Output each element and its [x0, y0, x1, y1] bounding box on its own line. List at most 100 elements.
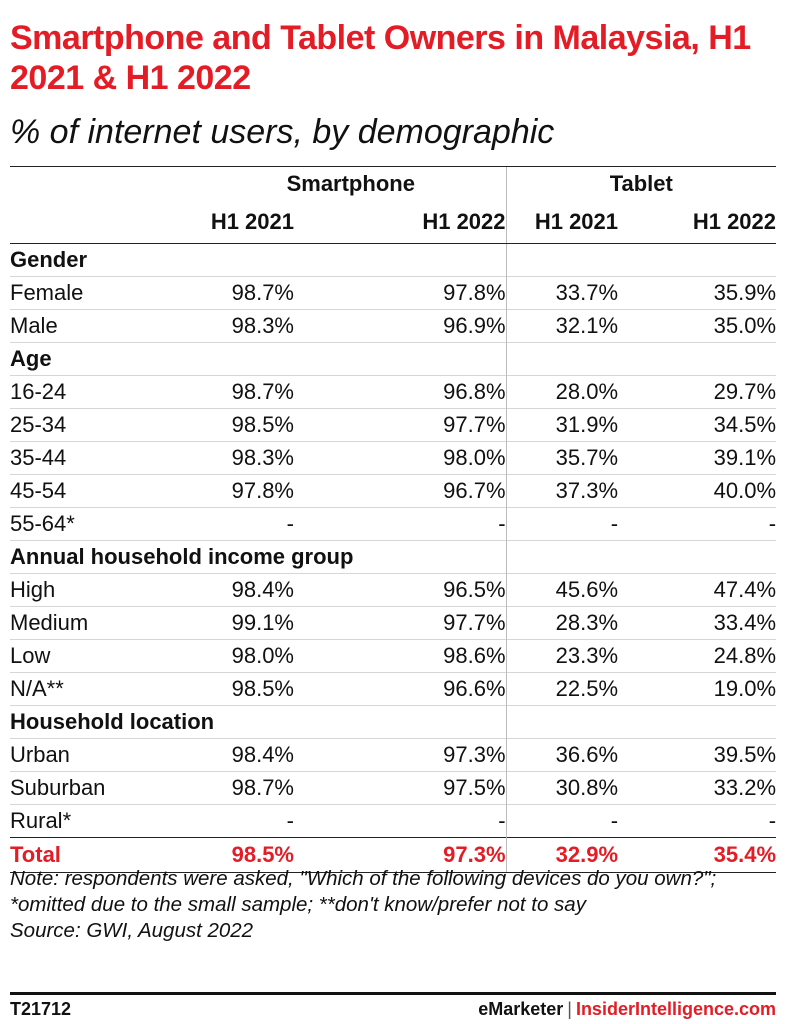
data-cell: 98.7% — [196, 276, 294, 310]
row-label: 16-24 — [10, 375, 196, 409]
data-cell: 97.8% — [196, 474, 294, 508]
row-label: High — [10, 573, 196, 607]
row-label: N/A** — [10, 672, 196, 706]
section-header-row: Annual household income group — [10, 540, 777, 574]
table-row: Suburban 98.7% 97.5% 30.8% 33.2% — [10, 771, 777, 805]
footer-rule — [10, 992, 776, 995]
section-header-row: Gender — [10, 243, 777, 277]
brand-credit: eMarketer | InsiderIntelligence.com — [478, 998, 776, 1020]
table-row: Male 98.3% 96.9% 32.1% 35.0% — [10, 309, 777, 343]
chart-subtitle: % of internet users, by demographic — [10, 113, 555, 151]
data-cell: 98.7% — [196, 771, 294, 805]
data-cell: 30.8% — [505, 771, 619, 805]
row-label: 25-34 — [10, 408, 196, 442]
data-cell: 97.7% — [294, 606, 507, 640]
data-cell: 96.6% — [294, 672, 507, 706]
data-cell: 28.3% — [505, 606, 619, 640]
total-cell: 35.4% — [618, 837, 777, 873]
data-cell: 24.8% — [618, 639, 777, 673]
data-cell: 23.3% — [505, 639, 619, 673]
data-cell: - — [505, 804, 619, 838]
data-cell: 37.3% — [505, 474, 619, 508]
total-row: Total 98.5% 97.3% 32.9% 35.4% — [10, 837, 777, 873]
row-label: Urban — [10, 738, 196, 772]
brand-separator: | — [567, 999, 572, 1019]
section-label: Gender — [10, 243, 507, 277]
section-label: Age — [10, 342, 507, 376]
data-cell: - — [196, 507, 294, 541]
top-rule — [10, 166, 776, 167]
table-row: N/A** 98.5% 96.6% 22.5% 19.0% — [10, 672, 777, 706]
data-cell: 19.0% — [618, 672, 777, 706]
section-label: Annual household income group — [10, 540, 507, 574]
data-cell: 98.6% — [294, 639, 507, 673]
data-cell: 34.5% — [618, 408, 777, 442]
data-cell: 33.4% — [618, 606, 777, 640]
table-row: 25-34 98.5% 97.7% 31.9% 34.5% — [10, 408, 777, 442]
data-cell: 97.5% — [294, 771, 507, 805]
data-cell: 28.0% — [505, 375, 619, 409]
data-table-body: Smartphone Tablet H1 2021 H1 2022 H1 202… — [10, 167, 777, 873]
table-row: 55-64* - - - - — [10, 507, 777, 541]
footnote: Note: respondents were asked, "Which of … — [10, 866, 776, 944]
data-cell: - — [505, 507, 619, 541]
data-cell: 98.0% — [196, 639, 294, 673]
data-cell: 39.5% — [618, 738, 777, 772]
data-cell: 98.4% — [196, 573, 294, 607]
chart-title: Smartphone and Tablet Owners in Malaysia… — [10, 19, 751, 97]
data-cell: 98.4% — [196, 738, 294, 772]
row-label: Suburban — [10, 771, 196, 805]
data-cell: 98.7% — [196, 375, 294, 409]
data-cell: 35.0% — [618, 309, 777, 343]
data-cell: 36.6% — [505, 738, 619, 772]
table-row: Rural* - - - - — [10, 804, 777, 838]
section-spacer — [505, 540, 777, 574]
total-cell: 98.5% — [196, 837, 294, 873]
section-header-row: Household location — [10, 705, 777, 739]
data-cell: 97.7% — [294, 408, 507, 442]
row-label: Medium — [10, 606, 196, 640]
section-spacer — [505, 342, 777, 376]
header-blank — [10, 167, 196, 201]
data-cell: 33.7% — [505, 276, 619, 310]
total-cell: 97.3% — [294, 837, 507, 873]
brand-insiderintelligence: InsiderIntelligence.com — [575, 999, 776, 1019]
data-cell: 35.9% — [618, 276, 777, 310]
header-blank — [10, 201, 196, 244]
data-cell: 33.2% — [618, 771, 777, 805]
row-label: Low — [10, 639, 196, 673]
group-header-tablet: Tablet — [505, 167, 777, 201]
total-cell: 32.9% — [505, 837, 619, 873]
data-cell: 39.1% — [618, 441, 777, 475]
column-group-header-row: Smartphone Tablet — [10, 167, 777, 201]
data-cell: 29.7% — [618, 375, 777, 409]
section-spacer — [505, 705, 777, 739]
data-table: Smartphone Tablet H1 2021 H1 2022 H1 202… — [10, 167, 777, 873]
row-label: Male — [10, 309, 196, 343]
note-text: Note: respondents were asked, "Which of … — [10, 867, 717, 916]
data-cell: 98.5% — [196, 672, 294, 706]
data-cell: 32.1% — [505, 309, 619, 343]
total-label: Total — [10, 837, 196, 873]
table-row: Medium 99.1% 97.7% 28.3% 33.4% — [10, 606, 777, 640]
column-header-row: H1 2021 H1 2022 H1 2021 H1 2022 — [10, 201, 777, 244]
data-cell: 96.7% — [294, 474, 507, 508]
data-cell: 97.3% — [294, 738, 507, 772]
row-label: 35-44 — [10, 441, 196, 475]
section-label: Household location — [10, 705, 507, 739]
data-cell: 97.8% — [294, 276, 507, 310]
data-cell: - — [196, 804, 294, 838]
data-cell: 98.0% — [294, 441, 507, 475]
data-cell: 40.0% — [618, 474, 777, 508]
table-row: 35-44 98.3% 98.0% 35.7% 39.1% — [10, 441, 777, 475]
table-row: Low 98.0% 98.6% 23.3% 24.8% — [10, 639, 777, 673]
data-cell: - — [294, 507, 507, 541]
table-row: High 98.4% 96.5% 45.6% 47.4% — [10, 573, 777, 607]
data-cell: 45.6% — [505, 573, 619, 607]
column-header: H1 2021 — [196, 201, 294, 244]
table-row: 45-54 97.8% 96.7% 37.3% 40.0% — [10, 474, 777, 508]
data-cell: - — [618, 804, 777, 838]
section-spacer — [505, 243, 777, 277]
row-label: Rural* — [10, 804, 196, 838]
data-cell: 98.5% — [196, 408, 294, 442]
